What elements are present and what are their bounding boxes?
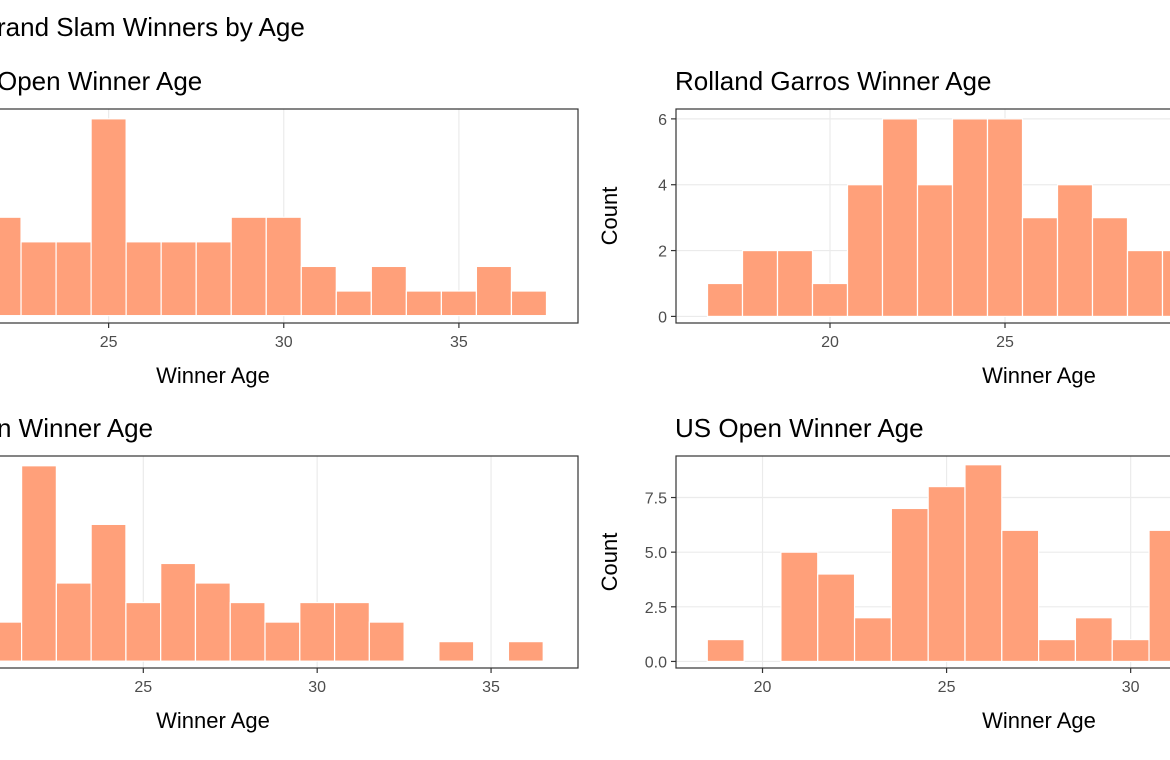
y-tick-label: 0 (658, 309, 667, 326)
bar (846, 184, 884, 318)
bar (230, 216, 267, 317)
panel (0, 456, 544, 668)
panel (0, 109, 548, 323)
bar (160, 562, 197, 662)
panel-title: Rolland Garros Winner Age (675, 66, 991, 96)
bar (986, 118, 1024, 318)
bar (264, 621, 301, 662)
bar (20, 241, 57, 317)
bar (927, 485, 966, 663)
bar (776, 249, 814, 318)
bar (55, 582, 92, 662)
x-tick-label: 20 (821, 334, 839, 351)
panel-border (0, 455, 579, 669)
panel-title: n Winner Age (0, 413, 153, 443)
bar (853, 617, 892, 663)
bar (20, 465, 57, 662)
x-axis-title: Winner Age (982, 708, 1096, 733)
bar (440, 290, 478, 317)
bar (916, 184, 954, 318)
bar (706, 282, 744, 318)
bar (368, 621, 405, 662)
bar (1021, 217, 1059, 318)
bar (811, 282, 849, 318)
bar (300, 265, 337, 317)
y-tick-label: 5.0 (645, 545, 667, 562)
y-axis-title: Count (597, 533, 622, 592)
x-tick-label: 35 (482, 679, 500, 696)
bar (1148, 529, 1170, 663)
bar (160, 241, 197, 317)
bar (90, 118, 127, 317)
bar (299, 601, 336, 662)
bar (1056, 184, 1094, 318)
panel-border (675, 108, 1170, 324)
bar (0, 621, 23, 662)
panel-border (675, 455, 1170, 669)
bar (1091, 217, 1129, 318)
x-axis-title: Winner Age (156, 708, 270, 733)
bar (1111, 638, 1150, 663)
bar (817, 573, 856, 663)
x-tick-label: 30 (275, 334, 293, 351)
bar (195, 241, 232, 317)
x-axis-title: Winner Age (156, 363, 270, 388)
bar (1001, 529, 1040, 663)
bar (507, 641, 544, 662)
bar (405, 290, 442, 317)
panel-border (0, 108, 579, 324)
x-tick-label: 25 (100, 334, 118, 351)
bar (964, 464, 1003, 663)
bar (194, 582, 231, 662)
x-tick-label: 30 (1122, 679, 1140, 696)
bar (90, 523, 127, 662)
bar (333, 601, 370, 662)
bar (951, 118, 989, 318)
bar (55, 241, 92, 317)
bar (125, 601, 162, 662)
bar (475, 265, 513, 317)
bar (890, 507, 929, 663)
bar (780, 551, 819, 663)
y-tick-label: 6 (658, 112, 667, 129)
bar (510, 290, 548, 317)
x-tick-label: 25 (938, 679, 956, 696)
bar (370, 265, 407, 317)
bar (706, 638, 745, 663)
bar (438, 641, 475, 662)
bar (1074, 617, 1113, 663)
y-tick-label: 0.0 (645, 654, 667, 671)
x-axis-title: Winner Age (982, 363, 1096, 388)
y-tick-label: 7.5 (645, 491, 667, 508)
y-tick-label: 2 (658, 244, 667, 261)
panel-title: Open Winner Age (0, 66, 202, 96)
panel (676, 109, 1170, 323)
y-tick-label: 4 (658, 178, 667, 195)
x-tick-label: 30 (308, 679, 326, 696)
x-tick-label: 20 (754, 679, 772, 696)
bar (741, 249, 779, 318)
bar (881, 118, 919, 318)
bar (265, 216, 302, 317)
bar (1126, 249, 1164, 318)
bar (1038, 638, 1077, 663)
panel-title: US Open Winner Age (675, 413, 924, 443)
bar (0, 216, 22, 317)
bar (229, 601, 266, 662)
y-axis-title: Count (597, 187, 622, 246)
bar (125, 241, 162, 317)
x-tick-label: 35 (450, 334, 468, 351)
x-tick-label: 25 (996, 334, 1014, 351)
x-tick-label: 25 (134, 679, 152, 696)
bar (335, 290, 372, 317)
bar (1161, 249, 1170, 318)
y-tick-label: 2.5 (645, 600, 667, 617)
panel (676, 456, 1170, 668)
figure-title: rand Slam Winners by Age (0, 12, 305, 42)
